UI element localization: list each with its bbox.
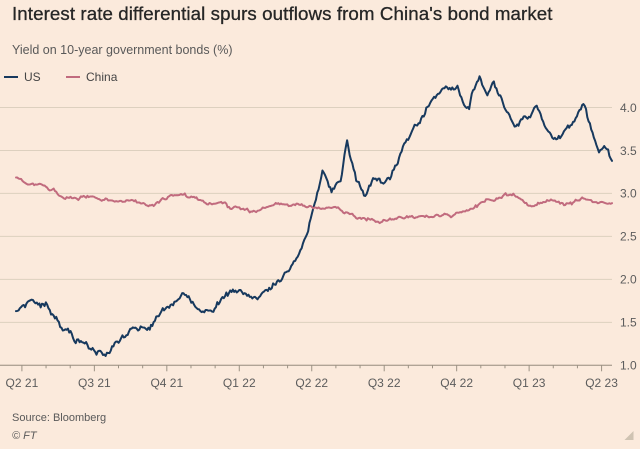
- svg-text:3.5: 3.5: [620, 144, 637, 158]
- svg-text:Q3 21: Q3 21: [78, 376, 111, 390]
- svg-text:Q2 22: Q2 22: [295, 376, 328, 390]
- svg-text:4.0: 4.0: [620, 101, 637, 115]
- svg-text:1.0: 1.0: [620, 359, 637, 373]
- svg-text:Q1 23: Q1 23: [513, 376, 546, 390]
- svg-text:2.5: 2.5: [620, 230, 637, 244]
- svg-text:Q3 22: Q3 22: [368, 376, 401, 390]
- svg-text:Q2 21: Q2 21: [6, 376, 39, 390]
- svg-text:Q4 22: Q4 22: [440, 376, 473, 390]
- svg-text:1.5: 1.5: [620, 316, 637, 330]
- svg-text:2.0: 2.0: [620, 273, 637, 287]
- svg-text:Q2 23: Q2 23: [585, 376, 618, 390]
- svg-text:Q4 21: Q4 21: [150, 376, 183, 390]
- svg-text:3.0: 3.0: [620, 187, 637, 201]
- svg-text:Q1 22: Q1 22: [223, 376, 256, 390]
